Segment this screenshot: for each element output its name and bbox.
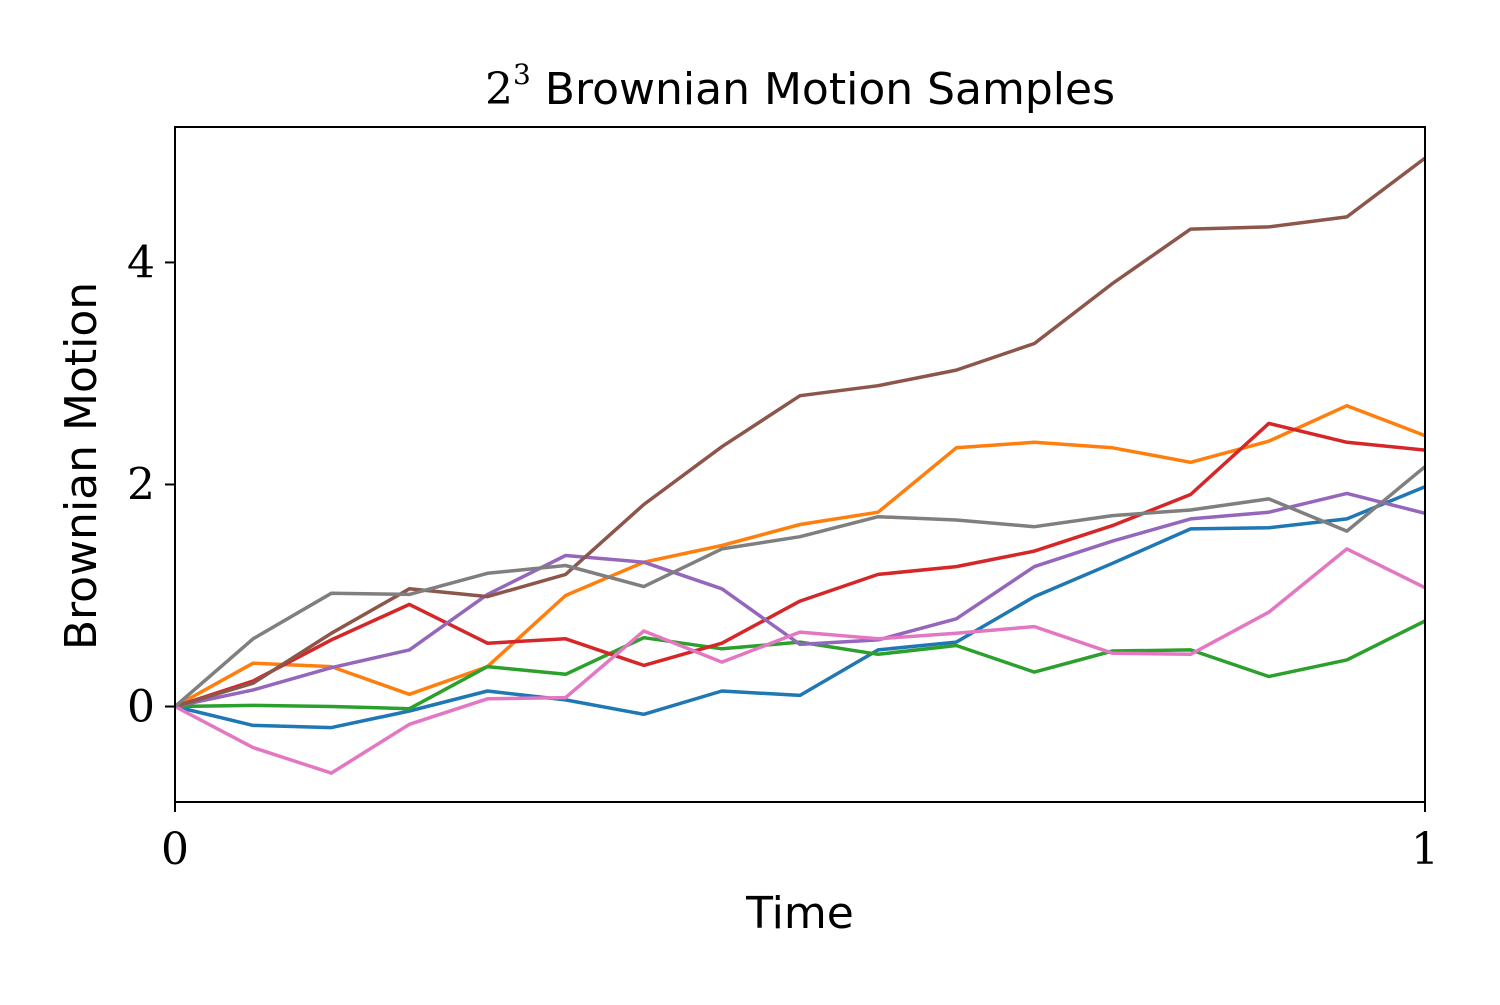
chart-title: 23 Brownian Motion Samples: [485, 58, 1115, 115]
plot-frame: [174, 126, 1426, 803]
y-tick-label: 2: [127, 459, 155, 510]
title-base: 2: [485, 64, 513, 115]
series-line-5: [174, 491, 1426, 709]
series-line-6: [174, 156, 1427, 709]
series-line-7: [174, 547, 1426, 775]
series-line-8: [173, 465, 1427, 708]
svg-text:23 Brownian Motion Samples: 23 Brownian Motion Samples: [485, 58, 1115, 115]
x-tick-label: 0: [161, 824, 189, 875]
lines-layer: [173, 156, 1427, 775]
x-axis-label: Time: [745, 888, 854, 939]
series-line-1: [174, 485, 1426, 730]
ticks-layer: 0 1 0 2 4: [127, 237, 1439, 875]
y-tick-label: 0: [127, 682, 155, 733]
series-line-2: [174, 403, 1426, 709]
y-tick-label: 4: [127, 237, 155, 288]
series-line-3: [174, 619, 1426, 711]
x-tick-label: 1: [1411, 824, 1439, 875]
y-axis-label: Brownian Motion: [56, 282, 107, 650]
title-text: Brownian Motion Samples: [531, 64, 1115, 115]
series-line-4: [174, 421, 1426, 709]
title-exponent: 3: [513, 58, 531, 91]
